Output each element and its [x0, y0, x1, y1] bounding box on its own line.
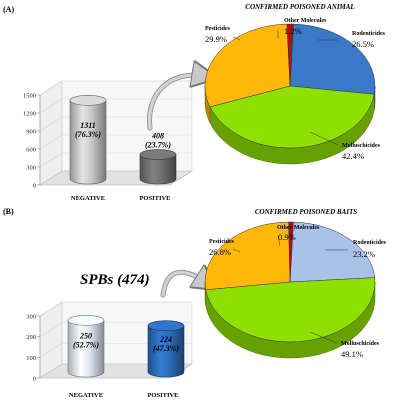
y-tick-label: 1200: [23, 111, 36, 118]
cylinder-body: [69, 100, 107, 185]
pie-title: CONFIRMED POISONED BAITS: [255, 208, 357, 216]
bar-negative: 1311(76.3%) NEGATIVE: [69, 95, 107, 202]
grid-line-diag: [39, 98, 63, 114]
grid-line-diag: [39, 116, 63, 132]
slice-value: 1.2%: [284, 26, 302, 36]
category-label: POSITIVE: [147, 392, 178, 399]
bar-chart-name: SPBs (474): [80, 272, 150, 288]
pie-label-pesticides: Pesticides 26.8%: [209, 239, 241, 257]
grid-line-diag: [39, 363, 63, 379]
grid-line-diag: [39, 152, 63, 168]
leader-line: [232, 36, 241, 41]
bar-positive: 408(23.7%) POSITIVE: [139, 132, 177, 202]
pie-slice-other-molecules: [286, 23, 294, 87]
slice-value: 49.1%: [341, 349, 363, 359]
bar-positive: 224(47.3%) POSITIVE: [147, 320, 185, 399]
arrow-icon: [147, 75, 205, 130]
slice-name: Other Molecules: [284, 18, 327, 24]
slice-value: 42.4%: [342, 151, 364, 161]
y-tick-label: 900: [26, 129, 36, 136]
grid-line-diag: [39, 343, 63, 358]
bar-value-label: 408: [151, 132, 164, 141]
grid-line-diag: [39, 170, 63, 186]
leader-line: [309, 131, 339, 146]
slice-name: Other Molecules: [277, 225, 320, 231]
leader-line: [277, 235, 281, 247]
leader-line: [309, 331, 338, 344]
panels-layer: (A)SPAs (1719)0300600900120015001311(76.…: [3, 3, 387, 399]
pie-label-rodenticides: Rodenticides 26.5%: [318, 31, 386, 49]
pie-chart: CONFIRMED POISONED BAITS Rodenticides 23.2…: [204, 208, 387, 359]
pie-label-rodenticides: Rodenticides 23.2%: [325, 240, 387, 259]
pie-slice-molluschicides: [205, 277, 376, 343]
cylinder-top: [147, 320, 185, 332]
slice-name: Molluschicides: [342, 143, 381, 149]
cylinder-body: [67, 320, 105, 378]
panel-label: (A): [3, 5, 14, 14]
pie-slice-rodenticides: [289, 23, 376, 95]
pie-slice-pesticides: [204, 221, 291, 291]
slice-name: Pesticides: [209, 239, 235, 245]
y-tick-label: 1500: [23, 93, 36, 100]
bar-value-label: 250: [79, 331, 92, 340]
slice-value: 29.9%: [205, 34, 227, 44]
grid-line-diag: [39, 301, 63, 317]
bar-percent-label: (76.3%): [75, 130, 101, 139]
cylinder-top: [67, 315, 105, 326]
pie-slice-rodenticides: [289, 221, 376, 283]
slice-name: Rodenticides: [352, 31, 386, 37]
y-tick-label: 300: [26, 165, 36, 172]
y-tick-label: 600: [26, 147, 36, 154]
pie-label-other-molecules: Other Molecules 1.2%: [277, 18, 327, 38]
bar-value-label: 1311: [80, 121, 96, 130]
y-tick-label: 200: [26, 334, 36, 341]
arrow-icon: [161, 272, 208, 297]
bar-value-label: 224: [159, 335, 172, 344]
bar-percent-label: (47.3%): [153, 344, 179, 353]
y-tick-label: 100: [26, 355, 36, 362]
bar-negative: 250(52.7%) NEGATIVE: [67, 315, 105, 399]
cylinder-top: [139, 149, 177, 160]
slice-value: 0.9%: [278, 232, 296, 242]
pie-label-molluschicides: Molluschicides 42.4%: [309, 131, 381, 161]
slice-value: 26.5%: [352, 39, 374, 49]
pie-title: CONFIRMED POISONED ANIMAL: [245, 3, 354, 11]
category-label: NEGATIVE: [71, 195, 105, 202]
pie-label-pesticides: Pesticides 29.9%: [205, 26, 241, 44]
pie-chart: CONFIRMED POISONED ANIMAL Rodenticides 26.…: [204, 3, 386, 165]
bar-percent-label: (52.7%): [73, 340, 99, 349]
panel-a: (A)SPAs (1719)0300600900120015001311(76.…: [3, 3, 386, 202]
y-tick-label: 300: [26, 314, 36, 321]
y-tick-label: 0: [33, 183, 36, 190]
panel-label: (B): [3, 207, 14, 216]
y-tick-label: 0: [33, 376, 36, 383]
cylinder-body: [139, 154, 177, 185]
grid-line-diag: [39, 80, 63, 96]
grid-line-diag: [39, 322, 63, 337]
slice-name: Rodenticides: [353, 240, 387, 246]
pie-slice-other-molecules: [288, 221, 294, 283]
pie-slice-molluschicides: [209, 85, 375, 149]
cylinder-body: [147, 325, 185, 378]
slice-name: Molluschicides: [341, 341, 380, 347]
category-label: NEGATIVE: [69, 392, 103, 399]
left-wall: [39, 80, 63, 186]
pie-slice-pesticides: [204, 23, 291, 108]
panel-b: (B) SPBs (474) 0 100 200 300 250(52.7%) NEGATIV…: [3, 207, 387, 399]
slice-name: Pesticides: [205, 26, 231, 32]
category-label: POSITIVE: [139, 195, 170, 202]
cylinder-top: [69, 95, 107, 106]
slice-value: 26.8%: [209, 247, 231, 257]
grid-line-diag: [39, 134, 63, 150]
bar-percent-label: (23.7%): [145, 141, 171, 150]
leader-line: [232, 248, 241, 253]
slice-value: 23.2%: [353, 249, 375, 259]
pie-label-molluschicides: Molluschicides 49.1%: [309, 331, 380, 359]
